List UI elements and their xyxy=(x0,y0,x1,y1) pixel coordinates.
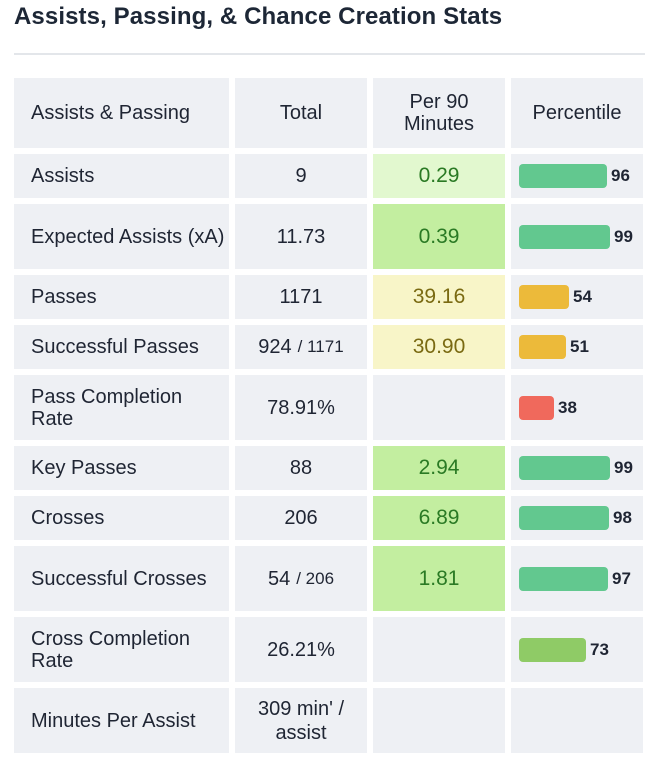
stat-percentile-cell: 97 xyxy=(511,546,643,611)
stat-total-denominator: / 206 xyxy=(296,568,335,588)
percentile-value: 54 xyxy=(573,287,592,306)
stat-per90-cell xyxy=(373,617,505,682)
stat-label: Cross Completion Rate xyxy=(14,617,229,682)
stat-total-cell: 309 min' / assist xyxy=(235,688,367,753)
stat-total: 9 xyxy=(295,165,307,187)
stat-total: 26.21% xyxy=(267,638,335,661)
stat-per90-cell xyxy=(373,375,505,440)
table-row: Expected Assists (xA) 11.73 0.39 99 xyxy=(14,204,645,269)
stat-per90-cell xyxy=(373,688,505,753)
stat-percentile-cell: 73 xyxy=(511,617,643,682)
stat-total-denominator: / 1171 xyxy=(297,337,344,356)
stat-per90-cell: 1.81 xyxy=(373,546,505,611)
stat-total: 54 xyxy=(267,567,291,590)
stat-label: Crosses xyxy=(14,496,229,540)
stat-total: 88 xyxy=(289,457,313,479)
percentile-bar xyxy=(519,285,569,309)
stat-per90: 0.29 xyxy=(418,164,460,187)
stat-per90: 39.16 xyxy=(412,285,466,308)
percentile-value: 96 xyxy=(611,166,630,185)
stat-total: 309 min' / assist xyxy=(257,697,345,744)
percentile-bar xyxy=(519,395,554,420)
table-row: Successful Crosses 54/ 206 1.81 97 xyxy=(14,546,645,611)
stat-total-cell: 88 xyxy=(235,446,367,490)
table-body: Assists 9 0.29 96 Expected Assists (xA) 11.73… xyxy=(14,154,645,753)
table-row: Cross Completion Rate 26.21% 73 xyxy=(14,617,645,682)
stat-percentile-cell xyxy=(511,688,643,753)
percentile-bar xyxy=(519,164,607,188)
stat-per90-cell: 39.16 xyxy=(373,275,505,319)
table-row: Passes 1171 39.16 54 xyxy=(14,275,645,319)
stat-per90-cell: 6.89 xyxy=(373,496,505,540)
stat-per90-cell: 30.90 xyxy=(373,325,505,369)
stat-total-cell: 11.73 xyxy=(235,204,367,269)
percentile-value: 99 xyxy=(614,226,633,246)
percentile-bar xyxy=(519,566,608,591)
stat-label: Passes xyxy=(14,275,229,319)
percentile-bar xyxy=(519,335,566,359)
stat-per90-cell: 0.39 xyxy=(373,204,505,269)
stat-total-cell: 26.21% xyxy=(235,617,367,682)
stat-percentile-cell: 99 xyxy=(511,204,643,269)
stat-label: Successful Passes xyxy=(14,325,229,369)
table-header-row: Assists & Passing Total Per 90 Minutes P… xyxy=(14,78,645,148)
stat-percentile-cell: 96 xyxy=(511,154,643,198)
percentile-value: 99 xyxy=(614,458,633,477)
header-stat: Assists & Passing xyxy=(14,78,229,148)
stat-label: Expected Assists (xA) xyxy=(14,204,229,269)
stats-table: Assists & Passing Total Per 90 Minutes P… xyxy=(14,78,645,759)
stat-total: 1171 xyxy=(279,286,323,308)
percentile-bar xyxy=(519,506,609,530)
percentile-bar xyxy=(519,224,610,249)
stat-total: 78.91% xyxy=(267,396,335,419)
header-percentile: Percentile xyxy=(511,78,643,148)
table-row: Minutes Per Assist 309 min' / assist xyxy=(14,688,645,753)
stat-total-cell: 924 / 1171 xyxy=(235,325,367,369)
stat-total-cell: 206 xyxy=(235,496,367,540)
table-row: Crosses 206 6.89 98 xyxy=(14,496,645,540)
percentile-bar xyxy=(519,456,610,480)
stat-percentile-cell: 51 xyxy=(511,325,643,369)
stat-label: Pass Completion Rate xyxy=(14,375,229,440)
stat-per90-cell: 0.29 xyxy=(373,154,505,198)
page-title: Assists, Passing, & Chance Creation Stat… xyxy=(14,3,503,30)
stat-total-cell: 54/ 206 xyxy=(235,546,367,611)
stat-per90: 0.39 xyxy=(418,224,460,248)
table-row: Key Passes 88 2.94 99 xyxy=(14,446,645,490)
stat-percentile-cell: 38 xyxy=(511,375,643,440)
percentile-bar xyxy=(519,637,586,662)
percentile-value: 98 xyxy=(613,508,632,527)
stat-percentile-cell: 54 xyxy=(511,275,643,319)
table-row: Successful Passes 924 / 1171 30.90 51 xyxy=(14,325,645,369)
stat-per90: 1.81 xyxy=(418,566,460,590)
stat-per90-cell: 2.94 xyxy=(373,446,505,490)
stat-total-cell: 78.91% xyxy=(235,375,367,440)
percentile-value: 73 xyxy=(590,639,609,659)
stat-total: 206 xyxy=(284,507,318,529)
stat-per90: 2.94 xyxy=(418,456,460,479)
stat-per90: 30.90 xyxy=(412,335,466,358)
title-divider xyxy=(14,53,645,55)
table-row: Assists 9 0.29 96 xyxy=(14,154,645,198)
header-total: Total xyxy=(235,78,367,148)
header-per90: Per 90 Minutes xyxy=(373,78,505,148)
percentile-value: 38 xyxy=(558,397,577,417)
stat-label: Successful Crosses xyxy=(14,546,229,611)
stat-total: 11.73 xyxy=(276,225,326,248)
stat-total: 924 xyxy=(258,336,292,358)
percentile-value: 97 xyxy=(612,568,631,588)
stat-total-cell: 1171 xyxy=(235,275,367,319)
stat-per90: 6.89 xyxy=(418,506,460,529)
stat-percentile-cell: 98 xyxy=(511,496,643,540)
stat-label: Assists xyxy=(14,154,229,198)
stat-label: Key Passes xyxy=(14,446,229,490)
stat-label: Minutes Per Assist xyxy=(14,688,229,753)
stat-total-cell: 9 xyxy=(235,154,367,198)
stat-percentile-cell: 99 xyxy=(511,446,643,490)
table-row: Pass Completion Rate 78.91% 38 xyxy=(14,375,645,440)
percentile-value: 51 xyxy=(570,337,589,356)
